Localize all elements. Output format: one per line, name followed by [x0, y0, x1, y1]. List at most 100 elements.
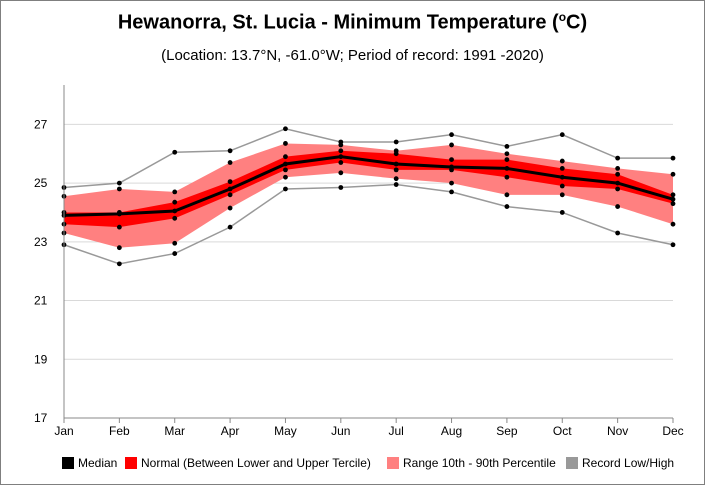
- upper-tercile-point: [227, 179, 233, 185]
- chart-subtitle: (Location: 13.7°N, -61.0°W; Period of re…: [161, 47, 544, 64]
- record-low-point: [615, 230, 621, 236]
- upper-tercile-point: [338, 148, 344, 154]
- record-low-point: [670, 242, 676, 248]
- x-tick-label: Nov: [607, 424, 628, 438]
- lower-tercile-point: [283, 167, 288, 173]
- percentile-10-point: [227, 205, 233, 211]
- percentile-90-point: [615, 166, 621, 171]
- record-high-point: [227, 148, 233, 154]
- lower-tercile-point: [559, 183, 565, 189]
- percentile-90-point: [338, 142, 344, 148]
- percentile-90-point: [227, 160, 233, 165]
- legend-swatch-range: [387, 457, 399, 469]
- median-point: [670, 196, 676, 202]
- x-tick-label: Apr: [221, 424, 240, 438]
- upper-tercile-point: [172, 199, 178, 205]
- record-low-point: [172, 251, 178, 256]
- record-high-point: [504, 143, 510, 149]
- x-tick-label: Oct: [553, 424, 572, 438]
- lower-tercile-point: [615, 186, 621, 192]
- x-tick-label: Sep: [496, 424, 518, 438]
- record-high-point: [283, 126, 288, 132]
- record-high-point: [393, 139, 399, 145]
- percentile-90-point: [504, 151, 510, 157]
- record-high-line: [63, 127, 673, 189]
- upper-tercile-point: [393, 151, 399, 157]
- record-low-point: [504, 204, 510, 209]
- median-point: [283, 161, 288, 167]
- median-point: [393, 161, 399, 167]
- upper-tercile-point: [449, 157, 454, 163]
- record-high-point: [172, 149, 178, 155]
- title-main: Hewanorra, St. Lucia - Minimum Temperatu…: [117, 11, 559, 34]
- percentile-10-point: [172, 240, 178, 246]
- percentile-10-point: [393, 176, 399, 182]
- percentile-10-point: [449, 180, 454, 186]
- median-point: [172, 208, 178, 214]
- y-tick-label: 23: [34, 235, 48, 249]
- percentile-90-point: [559, 158, 565, 164]
- lower-tercile-point: [227, 192, 233, 198]
- x-tick-label: Jul: [389, 424, 404, 438]
- x-tick-label: May: [274, 424, 297, 438]
- y-tick-label: 19: [34, 352, 48, 366]
- median-point: [559, 174, 565, 180]
- upper-tercile-point: [615, 171, 621, 177]
- legend: Median Normal (Between Lower and Upper T…: [62, 456, 674, 470]
- record-low-point: [449, 189, 454, 195]
- lower-tercile-point: [393, 167, 399, 173]
- upper-tercile-point: [283, 154, 288, 160]
- x-tick-label: Mar: [164, 424, 185, 438]
- y-tick-label: 17: [34, 411, 48, 425]
- percentile-10-point: [504, 192, 510, 198]
- median-point: [116, 211, 122, 217]
- record-high-point: [615, 155, 621, 161]
- record-low-point: [393, 182, 399, 187]
- x-tick-label: Jan: [54, 424, 73, 438]
- record-high-point: [559, 132, 565, 138]
- record-low-line: [63, 183, 674, 265]
- median-point: [504, 166, 510, 171]
- percentile-90-point: [449, 142, 454, 148]
- record-high-point: [670, 155, 676, 161]
- lower-tercile-point: [504, 174, 510, 180]
- lower-tercile-point: [116, 224, 122, 230]
- record-low-point: [116, 261, 122, 267]
- record-low-point: [338, 185, 344, 190]
- x-tick-label: Dec: [662, 424, 683, 438]
- legend-label-range: Range 10th - 90th Percentile: [403, 456, 556, 470]
- percentile-10-point: [559, 192, 565, 198]
- upper-tercile-point: [559, 166, 565, 171]
- legend-label-median: Median: [78, 456, 117, 470]
- record-high-point: [116, 180, 122, 186]
- x-tick-label: Jun: [331, 424, 350, 438]
- percentile-10-point: [283, 174, 288, 180]
- legend-swatch-normal: [125, 457, 137, 469]
- percentile-90-point: [116, 186, 122, 192]
- lower-tercile-point: [670, 201, 676, 207]
- lower-tercile-point: [338, 160, 344, 165]
- x-tick-label: Aug: [441, 424, 462, 438]
- y-tick-label: 27: [34, 117, 48, 131]
- legend-label-normal: Normal (Between Lower and Upper Tercile): [141, 456, 371, 470]
- percentile-10-point: [615, 204, 621, 209]
- median-line: [63, 155, 674, 217]
- record-low-point: [559, 210, 565, 215]
- title-degree-sup: o: [558, 10, 567, 24]
- percentile-90-point: [172, 189, 178, 195]
- x-tick-label: Feb: [109, 424, 130, 438]
- y-tick-label: 21: [34, 294, 48, 308]
- y-tick-label: 25: [34, 176, 48, 190]
- legend-label-record: Record Low/High: [582, 456, 674, 470]
- record-low-point: [283, 186, 288, 192]
- upper-tercile-point: [670, 192, 676, 198]
- percentile-10-point: [670, 221, 676, 227]
- record-high-point: [449, 132, 454, 138]
- title-unit: C): [566, 11, 588, 34]
- upper-tercile-point: [504, 157, 510, 163]
- percentile-10-point: [116, 245, 122, 251]
- series-lines: [63, 127, 674, 265]
- percentile-90-point: [670, 171, 676, 177]
- chart-title: Hewanorra, St. Lucia - Minimum Temperatu…: [0, 10, 705, 35]
